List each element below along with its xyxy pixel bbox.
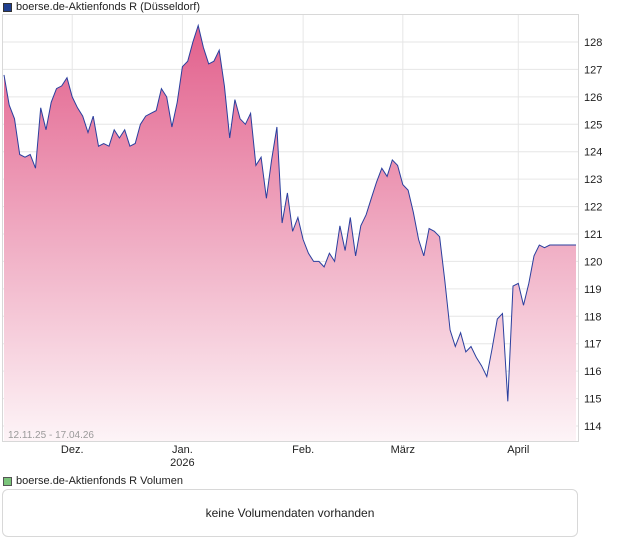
price-legend-swatch	[3, 2, 12, 12]
y-tick-label: 121	[584, 229, 602, 241]
plot-frame	[2, 14, 579, 442]
x-tick-label: März	[391, 444, 415, 456]
y-tick-label: 127	[584, 64, 602, 76]
y-tick-label: 115	[584, 394, 602, 406]
x-tick-label: Feb.	[292, 444, 314, 456]
x-tick-sublabel: 2026	[170, 457, 194, 469]
x-axis-ticks: Dez. Jan.2026 Feb. März April	[61, 444, 529, 469]
volume-legend: boerse.de-Aktienfonds R Volumen	[3, 474, 183, 488]
price-line	[3, 23, 576, 402]
x-tick-label: April	[507, 444, 529, 456]
y-tick-label: 119	[584, 284, 602, 296]
price-legend-label: boerse.de-Aktienfonds R (Düsseldorf)	[16, 1, 201, 13]
price-chart: 114 115 116 117 118 119 120 121 122 123 124 125 126 1…	[2, 14, 602, 469]
x-tick-label: Dez.	[61, 444, 84, 456]
y-tick-label: 126	[584, 92, 602, 104]
price-area	[4, 25, 576, 441]
y-tick-label: 117	[584, 339, 602, 351]
x-tick-label: Jan.	[172, 444, 193, 456]
y-tick-label: 116	[584, 366, 602, 378]
y-tick-label: 118	[584, 311, 602, 323]
y-tick-label: 123	[584, 174, 602, 186]
volume-panel: keine Volumendaten vorhanden	[2, 489, 578, 537]
y-tick-label: 124	[584, 147, 602, 159]
y-tick-label: 125	[584, 119, 602, 131]
y-tick-label: 114	[584, 421, 602, 433]
y-tick-label: 122	[584, 202, 602, 214]
volume-legend-swatch	[3, 476, 12, 486]
volume-empty-message: keine Volumendaten vorhanden	[205, 506, 375, 520]
price-legend: boerse.de-Aktienfonds R (Düsseldorf)	[3, 0, 200, 14]
y-tick-label: 120	[584, 256, 602, 268]
y-tick-label: 128	[584, 37, 602, 49]
y-axis-ticks: 114 115 116 117 118 119 120 121 122 123 124 125 126 1…	[584, 37, 602, 433]
volume-legend-label: boerse.de-Aktienfonds R Volumen	[16, 475, 183, 487]
date-range-label: 12.11.25 - 17.04.26	[8, 430, 94, 441]
